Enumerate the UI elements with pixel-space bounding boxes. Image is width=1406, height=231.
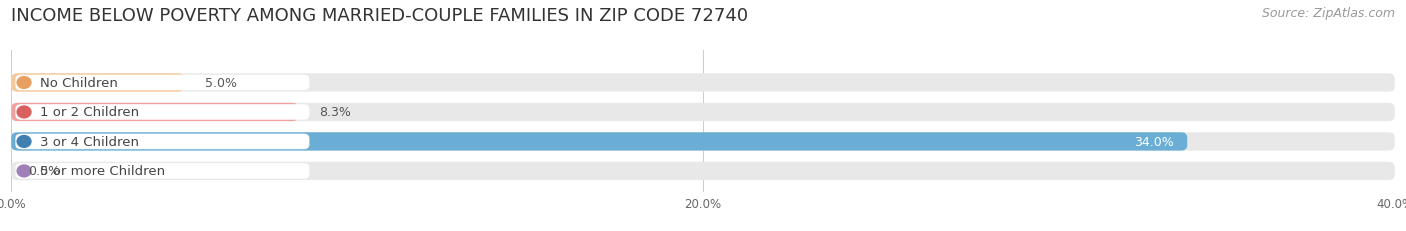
Circle shape — [17, 106, 31, 118]
FancyBboxPatch shape — [11, 162, 1395, 180]
FancyBboxPatch shape — [15, 134, 309, 149]
FancyBboxPatch shape — [11, 103, 1395, 122]
FancyBboxPatch shape — [11, 133, 1395, 151]
Text: 1 or 2 Children: 1 or 2 Children — [39, 106, 139, 119]
Text: 3 or 4 Children: 3 or 4 Children — [39, 135, 139, 148]
FancyBboxPatch shape — [15, 164, 309, 179]
FancyBboxPatch shape — [15, 75, 309, 91]
Text: No Children: No Children — [39, 77, 118, 90]
Text: 5 or more Children: 5 or more Children — [39, 165, 165, 178]
Circle shape — [17, 136, 31, 148]
FancyBboxPatch shape — [15, 105, 309, 120]
Circle shape — [17, 165, 31, 177]
FancyBboxPatch shape — [11, 74, 1395, 92]
Text: Source: ZipAtlas.com: Source: ZipAtlas.com — [1261, 7, 1395, 20]
FancyBboxPatch shape — [11, 103, 298, 122]
Text: INCOME BELOW POVERTY AMONG MARRIED-COUPLE FAMILIES IN ZIP CODE 72740: INCOME BELOW POVERTY AMONG MARRIED-COUPL… — [11, 7, 748, 25]
FancyBboxPatch shape — [11, 133, 1187, 151]
Text: 5.0%: 5.0% — [205, 77, 238, 90]
Circle shape — [17, 77, 31, 89]
FancyBboxPatch shape — [11, 74, 184, 92]
Text: 8.3%: 8.3% — [319, 106, 352, 119]
Text: 34.0%: 34.0% — [1133, 135, 1174, 148]
Text: 0.0%: 0.0% — [28, 165, 60, 178]
